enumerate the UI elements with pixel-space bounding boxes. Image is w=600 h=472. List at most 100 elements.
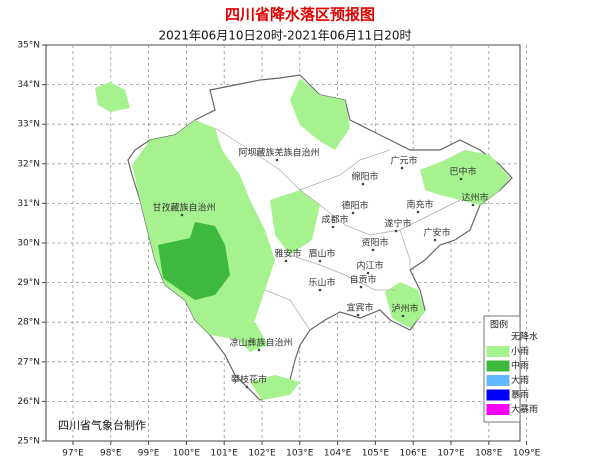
city-dot — [416, 210, 420, 214]
light-rain-area — [290, 78, 350, 150]
lat-label: 31°N — [17, 199, 40, 209]
light-rain-area — [250, 375, 300, 400]
city-dot — [366, 271, 370, 275]
region-label: 凉山彝族自治州 — [229, 337, 292, 349]
region-label: 宜宾市 — [346, 302, 373, 314]
region-label: 自贡市 — [349, 274, 376, 286]
subtitle: 2021年06月10日20时-2021年06月11日20时 — [158, 29, 411, 43]
lat-label: 32°N — [17, 159, 40, 169]
lat-label: 35°N — [17, 41, 40, 51]
city-dot — [257, 348, 261, 352]
city-boundaries — [214, 127, 461, 331]
lat-label: 27°N — [17, 357, 40, 367]
city-dot — [180, 213, 184, 217]
moderate-rain-area — [158, 222, 230, 300]
legend-label: 无降水 — [511, 331, 538, 343]
legend-label: 暴雨 — [511, 390, 529, 401]
light-rain-area — [385, 282, 425, 328]
city-dot — [401, 314, 405, 318]
region-label: 绵阳市 — [351, 171, 378, 183]
boundary — [299, 149, 391, 191]
city-dot — [245, 385, 249, 389]
lon-label: 102°E — [248, 449, 276, 459]
region-label: 南充市 — [406, 199, 433, 211]
city-dot — [351, 211, 355, 215]
region-label: 攀枝花市 — [231, 374, 267, 386]
rain-areas — [95, 78, 510, 400]
region-label: 甘孜藏族自治州 — [152, 202, 215, 214]
city-dot — [356, 313, 360, 317]
city-dot — [275, 158, 279, 162]
light-rain-area — [95, 82, 130, 112]
lon-label: 99°E — [138, 449, 160, 459]
city-dot — [433, 238, 437, 242]
city-dot — [318, 288, 322, 292]
city-dot — [318, 259, 322, 263]
title: 四川省降水落区预报图 — [225, 6, 375, 24]
boundary — [214, 127, 321, 206]
region-label: 眉山市 — [308, 248, 335, 260]
legend-label: 大暴雨 — [511, 403, 538, 415]
lon-label: 104°E — [324, 449, 352, 459]
lat-label: 25°N — [17, 437, 40, 447]
region-label: 资阳市 — [361, 237, 388, 249]
region-label: 德阳市 — [341, 200, 368, 212]
light-rain-area — [270, 190, 320, 255]
lat-label: 30°N — [17, 239, 40, 249]
legend-swatch — [486, 346, 510, 357]
boundary — [399, 229, 411, 270]
region-label: 遂宁市 — [384, 218, 411, 230]
boundary — [289, 254, 395, 291]
legend-swatch — [486, 389, 510, 401]
legend-title: 图例 — [490, 319, 508, 331]
region-label: 乐山市 — [308, 277, 335, 289]
city-dot — [400, 166, 404, 170]
city-dot — [361, 182, 365, 186]
light-rain-area — [230, 322, 268, 352]
legend-swatch — [486, 404, 510, 415]
city-dot — [371, 248, 375, 252]
region-label: 泸州市 — [391, 303, 418, 315]
lon-label: 106°E — [400, 449, 428, 459]
light-rain-area — [420, 150, 510, 205]
lon-label: 97°E — [62, 449, 84, 459]
legend-label: 大雨 — [511, 374, 529, 386]
region-label: 阿坝藏族羌族自治州 — [238, 147, 319, 159]
lon-label: 100°E — [173, 449, 201, 459]
lat-label: 34°N — [17, 80, 40, 90]
lon-label: 108°E — [475, 449, 503, 459]
region-label: 广安市 — [423, 227, 450, 239]
lon-label: 98°E — [100, 449, 122, 459]
city-dot — [394, 229, 398, 233]
legend-swatch — [487, 332, 509, 342]
boundary — [319, 199, 461, 236]
region-label: 成都市 — [321, 214, 348, 226]
legend-swatch — [486, 375, 510, 386]
region-label: 雅安市 — [274, 248, 301, 260]
lat-label: 29°N — [17, 278, 40, 288]
legend-label: 中雨 — [511, 360, 529, 372]
region-label: 达州市 — [461, 192, 488, 204]
city-dot — [331, 225, 335, 229]
lat-label: 28°N — [17, 318, 40, 328]
lon-label: 101°E — [211, 449, 239, 459]
legend-label: 小雨 — [511, 346, 529, 357]
city-dot — [284, 259, 288, 263]
city-dot — [359, 285, 363, 289]
lon-label: 107°E — [437, 449, 465, 459]
city-dot — [459, 177, 463, 181]
lat-label: 26°N — [17, 397, 40, 407]
city-dot — [471, 203, 475, 207]
legend-swatch — [486, 360, 510, 372]
credit: 四川省气象台制作 — [58, 418, 146, 432]
region-label: 内江市 — [356, 260, 383, 272]
lon-label: 103°E — [286, 449, 314, 459]
lat-label: 33°N — [17, 120, 40, 130]
region-label: 巴中市 — [449, 166, 476, 178]
boundary — [264, 289, 311, 331]
lon-label: 109°E — [513, 449, 541, 459]
lon-label: 105°E — [362, 449, 390, 459]
